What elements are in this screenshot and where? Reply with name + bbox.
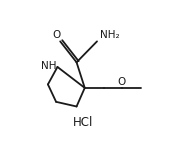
Text: NH: NH [41, 61, 56, 71]
Text: NH₂: NH₂ [100, 30, 119, 40]
Text: O: O [52, 30, 60, 40]
Text: O: O [117, 77, 126, 87]
Text: HCl: HCl [73, 116, 94, 129]
